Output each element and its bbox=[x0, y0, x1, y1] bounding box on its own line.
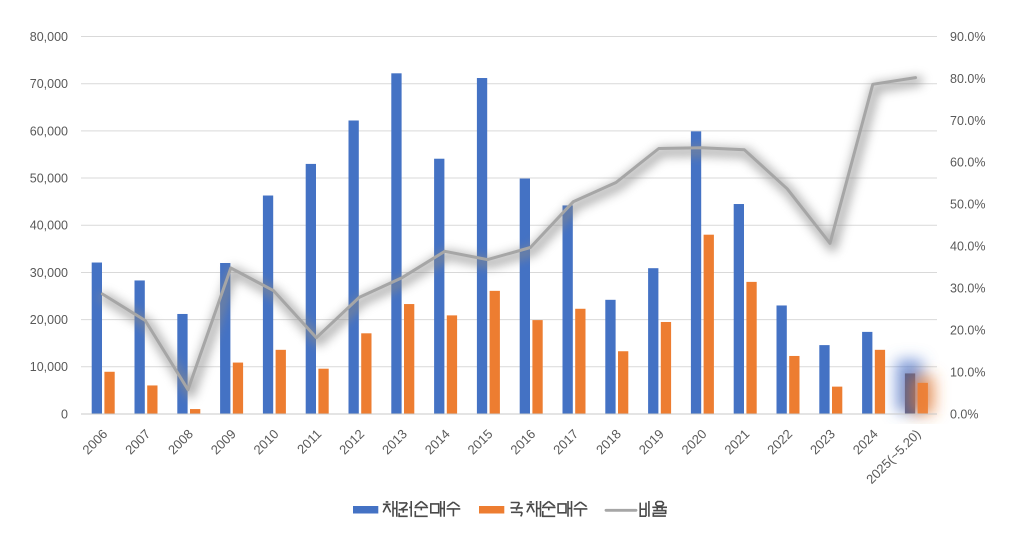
svg-text:80.0%: 80.0% bbox=[950, 72, 985, 86]
svg-text:40.0%: 40.0% bbox=[950, 240, 985, 254]
svg-text:0.0%: 0.0% bbox=[950, 407, 979, 421]
svg-text:60.0%: 60.0% bbox=[950, 156, 985, 170]
svg-text:10.0%: 10.0% bbox=[950, 366, 985, 380]
svg-text:70,000: 70,000 bbox=[30, 77, 68, 91]
svg-text:90.0%: 90.0% bbox=[950, 30, 985, 44]
svg-text:60,000: 60,000 bbox=[30, 124, 68, 138]
svg-text:0: 0 bbox=[61, 407, 68, 421]
svg-text:50.0%: 50.0% bbox=[950, 198, 985, 212]
svg-text:30.0%: 30.0% bbox=[950, 282, 985, 296]
svg-text:10,000: 10,000 bbox=[30, 360, 68, 374]
svg-text:40,000: 40,000 bbox=[30, 219, 68, 233]
svg-text:20.0%: 20.0% bbox=[950, 324, 985, 338]
svg-text:70.0%: 70.0% bbox=[950, 114, 985, 128]
svg-text:30,000: 30,000 bbox=[30, 266, 68, 280]
svg-text:80,000: 80,000 bbox=[30, 30, 68, 44]
svg-text:20,000: 20,000 bbox=[30, 313, 68, 327]
svg-text:50,000: 50,000 bbox=[30, 172, 68, 186]
